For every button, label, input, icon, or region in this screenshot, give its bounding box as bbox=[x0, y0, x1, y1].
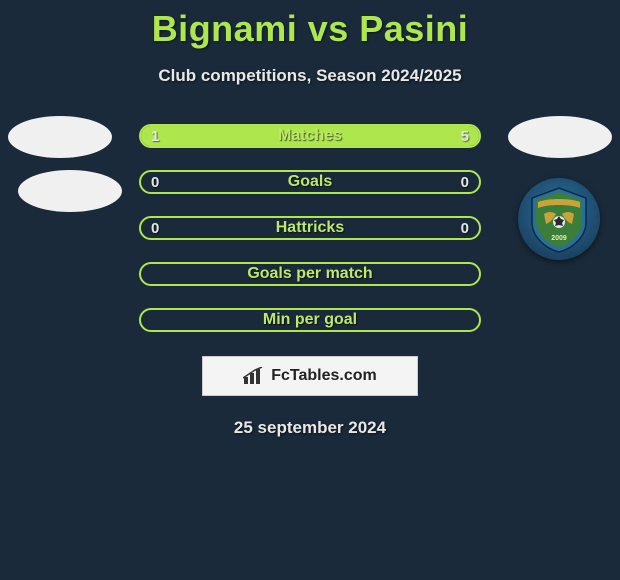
page-title: Bignami vs Pasini bbox=[0, 0, 620, 50]
stat-row: 15Matches bbox=[139, 124, 481, 148]
stat-row: Goals per match bbox=[139, 262, 481, 286]
stat-label: Min per goal bbox=[141, 311, 479, 329]
page-subtitle: Club competitions, Season 2024/2025 bbox=[0, 66, 620, 86]
player-left-club-avatar bbox=[18, 170, 122, 212]
stat-row: 00Hattricks bbox=[139, 216, 481, 240]
bar-chart-icon bbox=[243, 367, 267, 385]
stat-row: 00Goals bbox=[139, 170, 481, 194]
player-right-avatar bbox=[508, 116, 612, 158]
date-label: 25 september 2024 bbox=[0, 418, 620, 438]
player-right-club-badge: 2009 bbox=[518, 178, 600, 260]
stat-label: Goals bbox=[141, 173, 479, 191]
brand-text: FcTables.com bbox=[271, 367, 377, 385]
shield-icon: 2009 bbox=[524, 184, 594, 254]
svg-text:2009: 2009 bbox=[551, 235, 567, 242]
stat-label: Goals per match bbox=[141, 265, 479, 283]
player-left-avatar bbox=[8, 116, 112, 158]
stat-label: Matches bbox=[141, 127, 479, 145]
brand-box[interactable]: FcTables.com bbox=[202, 356, 418, 396]
stat-row: Min per goal bbox=[139, 308, 481, 332]
stat-label: Hattricks bbox=[141, 219, 479, 237]
